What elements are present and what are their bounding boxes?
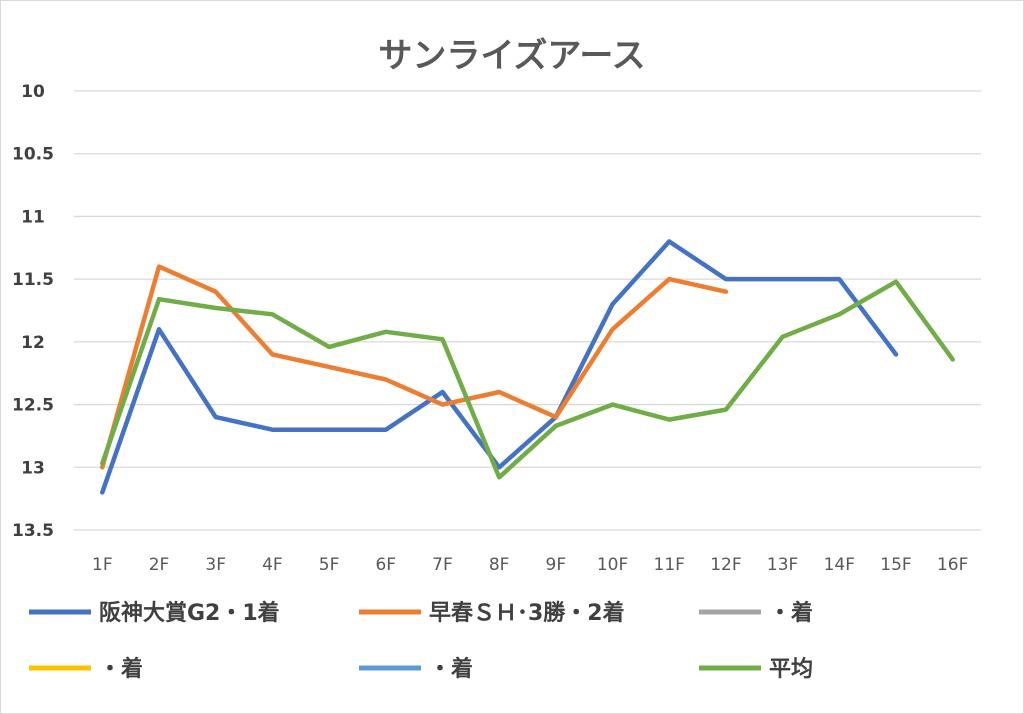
- x-tick-label: 5F: [319, 555, 340, 575]
- y-tick-label: 13.5: [12, 521, 54, 541]
- legend-label: ・着: [429, 656, 473, 682]
- x-tick-label: 2F: [149, 555, 170, 575]
- y-tick-label: 11: [21, 207, 45, 227]
- y-tick-label: 12.5: [12, 396, 54, 416]
- legend: 阪神大賞G2・1着 早春ＳＨ･3勝・2着 ・着・着 ・着 平均: [29, 600, 813, 682]
- y-tick-label: 12: [21, 333, 45, 353]
- series-line-0: [100, 239, 899, 495]
- x-tick-label: 12F: [710, 555, 741, 575]
- legend-label: 阪神大賞G2・1着: [99, 600, 280, 626]
- x-tick-label: 4F: [262, 555, 283, 575]
- series-line-5: [100, 279, 955, 480]
- chart-title: サンライズアース: [378, 36, 645, 76]
- x-tick-label: 14F: [824, 555, 855, 575]
- legend-label: ・着: [769, 600, 813, 626]
- series-line-1: [100, 264, 729, 470]
- x-tick-label: 1F: [92, 555, 113, 575]
- x-tick-label: 10F: [597, 555, 628, 575]
- x-tick-label: 7F: [432, 555, 453, 575]
- x-tick-label: 8F: [489, 555, 510, 575]
- x-tick-label: 6F: [375, 555, 396, 575]
- x-tick-label: 3F: [205, 555, 226, 575]
- y-tick-label: 10: [21, 82, 45, 102]
- x-tick-label: 11F: [654, 555, 685, 575]
- x-tick-label: 9F: [546, 555, 567, 575]
- y-tick-label: 13: [21, 458, 45, 478]
- x-tick-label: 13F: [767, 555, 798, 575]
- legend-label: ・着: [99, 656, 143, 682]
- y-tick-label: 11.5: [12, 270, 54, 290]
- series-lines: [100, 239, 955, 495]
- x-tick-label: 16F: [937, 555, 968, 575]
- y-axis-labels: 10 10.5 11 11.5 12 12.5 13 13.5: [12, 82, 54, 541]
- legend-label: 平均: [769, 656, 813, 682]
- y-tick-label: 10.5: [12, 145, 54, 165]
- legend-label: 早春ＳＨ･3勝・2着: [429, 600, 625, 626]
- x-axis-labels: 1F 2F 3F 4F 5F 6F 7F 8F 9F 10F 11F 12F 13F 14F 15F 16F: [92, 555, 968, 575]
- x-tick-label: 15F: [880, 555, 911, 575]
